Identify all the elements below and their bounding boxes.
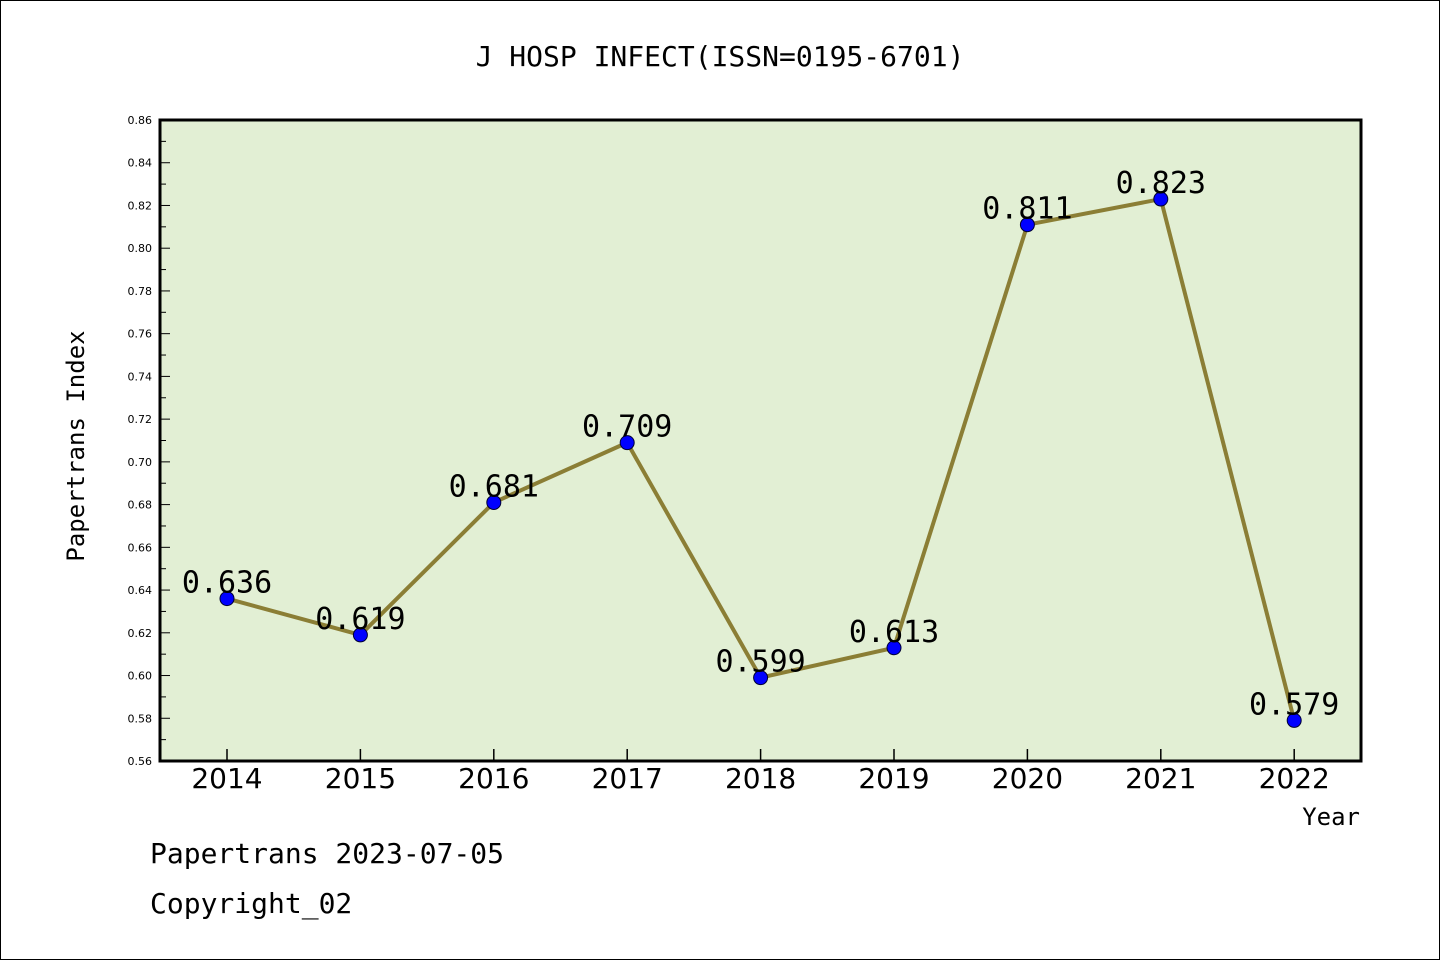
data-point [352, 627, 368, 643]
footer-date: Papertrans 2023-07-05 [150, 837, 504, 870]
data-label: 0.613 [849, 615, 939, 650]
plot-area [158, 118, 1363, 763]
x-tick-label: 2020 [992, 762, 1063, 795]
data-point [753, 670, 769, 686]
y-tick-label: 0.86 [128, 114, 153, 127]
data-point [1286, 712, 1302, 728]
data-label: 0.811 [982, 192, 1072, 227]
y-axis-ticks: 0.56 0.58 0.60 0.62 0.64 0.66 0.68 0.70 0.72 0.74… [128, 114, 170, 768]
x-tick-label: 2017 [592, 762, 663, 795]
y-tick-label: 0.62 [128, 627, 153, 640]
footer-copyright: Copyright_02 [150, 887, 352, 921]
data-label: 0.823 [1116, 166, 1206, 201]
data-label: 0.579 [1249, 687, 1339, 722]
y-tick-label: 0.84 [128, 157, 153, 170]
y-tick-label: 0.66 [128, 541, 153, 554]
data-point [486, 494, 502, 510]
x-tick-label: 2015 [325, 762, 396, 795]
y-tick-label: 0.58 [128, 712, 153, 725]
y-tick-label: 0.70 [128, 456, 153, 469]
chart-title: J HOSP INFECT(ISSN=0195-6701) [476, 40, 965, 73]
data-point [1019, 217, 1035, 233]
x-tick-label: 2018 [725, 762, 796, 795]
data-label: 0.709 [582, 410, 672, 445]
x-tick-label: 2014 [191, 762, 262, 795]
x-tick-label: 2019 [858, 762, 929, 795]
y-axis-label: Papertrans Index [62, 330, 90, 561]
y-tick-label: 0.56 [128, 755, 153, 768]
y-tick-label: 0.72 [128, 413, 153, 426]
data-point [219, 591, 235, 607]
data-label: 0.636 [182, 566, 272, 601]
y-tick-label: 0.64 [128, 584, 153, 597]
y-tick-label: 0.74 [128, 370, 153, 383]
x-tick-label: 2021 [1125, 762, 1196, 795]
data-label: 0.619 [315, 602, 405, 637]
series-points [219, 191, 1302, 728]
y-tick-label: 0.60 [128, 670, 153, 683]
y-tick-label: 0.80 [128, 242, 153, 255]
x-axis-ticks: 2014 2015 2016 2017 2018 2019 2020 2021 2022 [191, 749, 1330, 795]
data-point [619, 435, 635, 451]
y-tick-label: 0.78 [128, 285, 153, 298]
y-tick-label: 0.82 [128, 199, 153, 212]
x-tick-label: 2016 [458, 762, 529, 795]
data-label: 0.681 [449, 469, 539, 504]
x-tick-label: 2022 [1259, 762, 1330, 795]
x-axis-label: Year [1302, 803, 1360, 831]
y-tick-label: 0.76 [128, 328, 153, 341]
data-label: 0.599 [715, 645, 805, 680]
data-labels: 0.636 0.619 0.681 0.709 0.599 0.613 0.811 0.823… [182, 166, 1340, 722]
data-point [886, 640, 902, 656]
y-tick-label: 0.68 [128, 499, 153, 512]
data-point [1153, 191, 1169, 207]
